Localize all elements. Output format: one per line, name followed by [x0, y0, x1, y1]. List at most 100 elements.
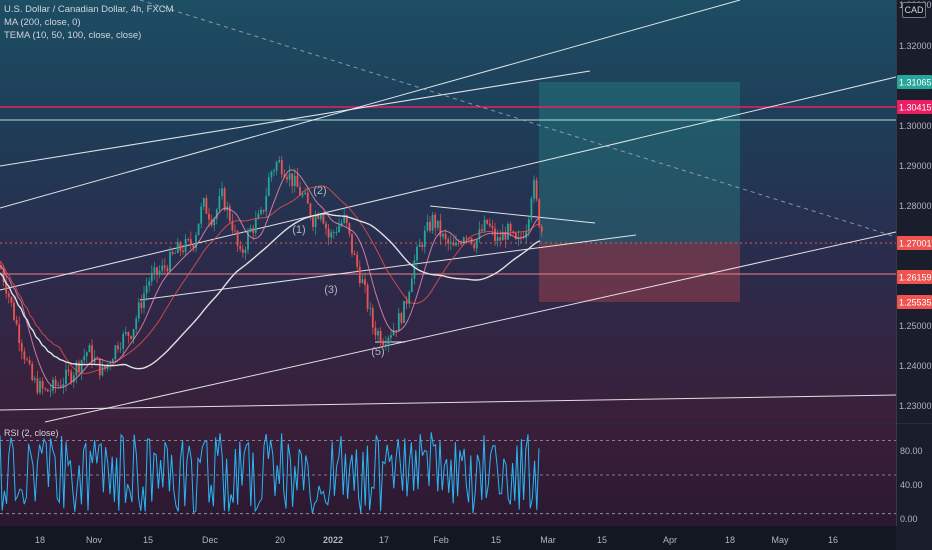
candle-body — [54, 379, 57, 387]
price-badge-text: 1.25535 — [899, 298, 932, 308]
candle-body — [262, 209, 265, 212]
candle-body — [481, 229, 483, 232]
candle-body — [319, 214, 322, 219]
symbol-title[interactable]: U.S. Dollar / Canadian Dollar, 4h, FXCM — [4, 4, 174, 15]
candle-body — [423, 230, 426, 247]
candle-body — [390, 335, 392, 338]
candle-body — [18, 324, 21, 344]
time-tick-label: Nov — [86, 535, 103, 545]
candle-body — [166, 267, 169, 272]
rsi-line — [0, 432, 540, 514]
target-zone — [539, 82, 740, 243]
time-tick-label: 16 — [828, 535, 838, 545]
candle-body — [59, 385, 62, 387]
candle-body — [348, 223, 351, 234]
currency-badge[interactable]: CAD — [902, 2, 926, 18]
candle-body — [96, 357, 99, 359]
price-badge — [897, 236, 932, 250]
time-tick-label: Dec — [202, 535, 219, 545]
candle-body — [124, 332, 127, 334]
candle-body — [70, 371, 73, 382]
candle-body — [195, 235, 197, 248]
candle-body — [475, 239, 478, 249]
candle-body — [135, 318, 138, 330]
candle-body — [449, 242, 452, 244]
time-tick-label: Mar — [540, 535, 556, 545]
candle-body — [26, 359, 28, 361]
trendline-3 — [0, 76, 897, 291]
candle-body — [254, 218, 257, 233]
candle-body — [101, 366, 104, 376]
candle-body — [13, 302, 15, 320]
candle-body — [322, 214, 325, 224]
candle-body — [114, 345, 117, 360]
candle-body — [46, 389, 49, 392]
price-badge — [897, 295, 932, 309]
candle-body — [392, 330, 395, 336]
trendline-2 — [0, 0, 741, 209]
candle-body — [137, 302, 140, 319]
candle-body — [416, 246, 418, 261]
candle-body — [520, 236, 522, 238]
candle-body — [65, 369, 67, 385]
candle-body — [317, 214, 320, 219]
candle-body — [431, 214, 434, 231]
candle-body — [460, 243, 463, 245]
candle-body — [293, 175, 296, 187]
candle-body — [91, 345, 93, 363]
candle-body — [215, 209, 218, 219]
candle-body — [132, 329, 135, 339]
candle-body — [379, 331, 382, 343]
candle-body — [20, 343, 23, 352]
candle-body — [501, 232, 504, 241]
candle-body — [15, 319, 18, 325]
time-tick-label: 17 — [379, 535, 389, 545]
candle-body — [335, 231, 338, 233]
candle-body — [150, 272, 153, 282]
rsi-tick-label: 40.00 — [900, 480, 923, 490]
candle-body — [234, 230, 236, 232]
candle-body — [140, 302, 143, 308]
candle-body — [522, 237, 525, 239]
candle-body — [496, 237, 499, 241]
price-pane-background — [0, 0, 896, 423]
ma-indicator-label[interactable]: MA (200, close, 0) — [4, 17, 81, 28]
candle-body — [236, 230, 239, 246]
candle-body — [473, 243, 476, 249]
wave-label: (2) — [313, 185, 326, 197]
candle-body — [478, 229, 481, 240]
tema-line-slow — [0, 185, 541, 374]
candle-body — [486, 219, 489, 224]
time-tick-label: 15 — [597, 535, 607, 545]
tema-indicator-label[interactable]: TEMA (10, 50, 100, close, close) — [4, 30, 142, 41]
candle-body — [5, 281, 8, 294]
candle-body — [83, 356, 86, 361]
candle-body — [221, 188, 223, 197]
rsi-indicator-label[interactable]: RSI (2, close) — [4, 428, 59, 438]
candle-body — [57, 385, 60, 387]
candle-body — [483, 219, 486, 232]
time-tick-label: 15 — [143, 535, 153, 545]
candle-body — [88, 345, 91, 353]
candle-body — [189, 239, 192, 245]
candle-body — [488, 223, 491, 227]
candle-body — [80, 360, 83, 372]
time-tick-label: Feb — [433, 535, 449, 545]
candle-body — [156, 267, 158, 275]
candle-body — [345, 215, 348, 224]
candle-body — [239, 245, 242, 250]
candle-body — [436, 220, 439, 228]
candle-body — [535, 180, 538, 200]
candle-body — [270, 171, 273, 178]
candle-body — [171, 251, 174, 254]
candle-body — [260, 209, 262, 214]
candle-body — [231, 220, 234, 231]
candle-body — [31, 363, 34, 381]
candle-body — [213, 218, 216, 226]
candle-body — [340, 222, 343, 226]
candle-body — [49, 390, 52, 392]
candle-body — [111, 359, 114, 363]
candle-body — [41, 381, 44, 389]
